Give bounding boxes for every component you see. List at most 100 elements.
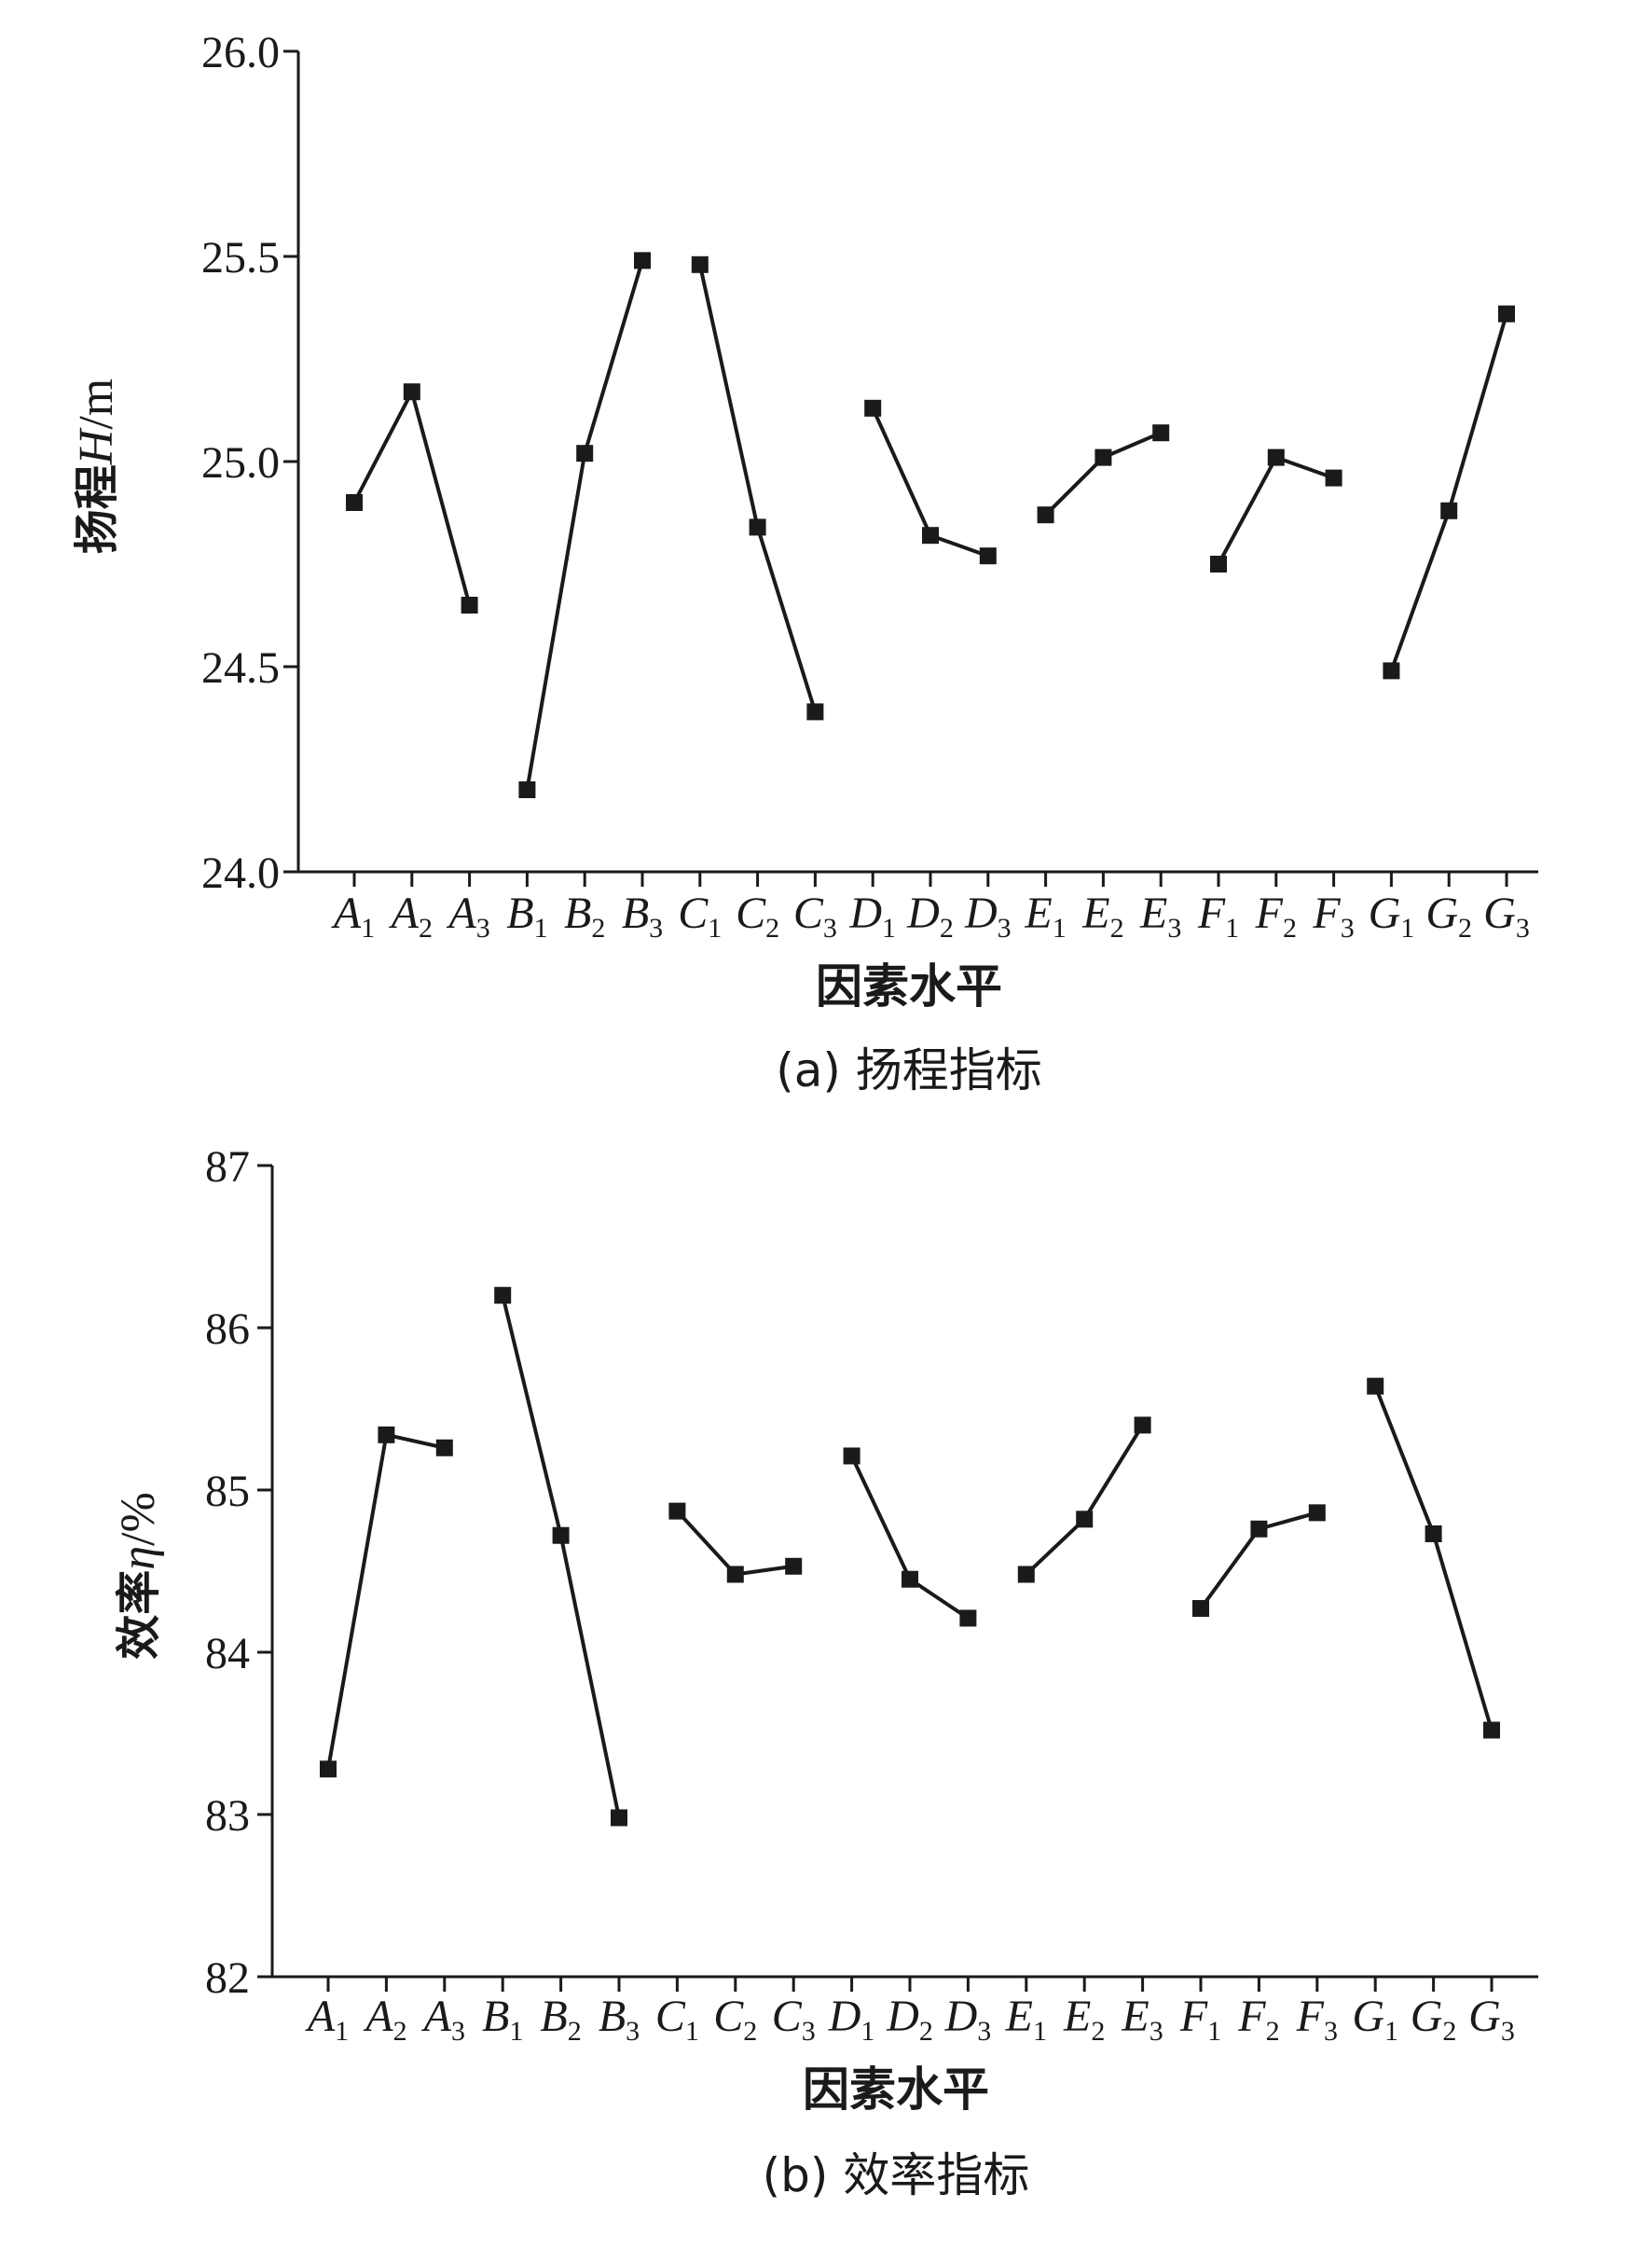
x-tick-subscript: 2: [1110, 913, 1124, 944]
x-tick-label: C3: [772, 1992, 816, 2047]
x-tick-letter: D: [944, 1992, 978, 2041]
data-point-a3: [461, 597, 478, 614]
x-tick-label: G2: [1425, 889, 1472, 944]
x-tick-letter: G: [1425, 889, 1458, 938]
x-tick-label: B2: [540, 1992, 581, 2047]
data-point-d1: [843, 1447, 860, 1465]
x-tick-letter: E: [1024, 889, 1052, 938]
x-tick-subscript: 3: [1150, 2016, 1163, 2047]
data-point-c2: [726, 1566, 744, 1583]
data-point-e1: [1017, 1566, 1035, 1583]
x-tick-subscript: 2: [568, 2016, 582, 2047]
data-point-b2: [576, 445, 594, 462]
x-tick-label: D3: [944, 1992, 992, 2047]
x-tick-subscript: 3: [476, 913, 490, 944]
y-axis-label: 效率η/%: [112, 1492, 165, 1660]
x-tick-letter: C: [655, 1992, 686, 2041]
data-point-e1: [1037, 506, 1054, 524]
x-tick-subscript: 1: [1053, 913, 1067, 944]
data-point-g3: [1498, 305, 1515, 323]
data-point-b2: [552, 1526, 570, 1544]
y-axis-label: 扬程H/m: [70, 379, 123, 554]
x-tick-letter: E: [1005, 1992, 1033, 2041]
x-tick-letter: B: [622, 889, 649, 938]
y-tick-label: 25.0: [201, 438, 280, 488]
x-tick-letter: F: [1179, 1992, 1208, 2041]
figure-caption: (a) 扬程指标: [776, 1043, 1042, 1097]
x-tick-letter: D: [848, 889, 882, 938]
x-tick-label: E2: [1081, 889, 1123, 944]
x-tick-subscript: 2: [1091, 2016, 1105, 2047]
x-tick-label: E1: [1005, 1992, 1047, 2047]
x-tick-letter: A: [363, 1992, 393, 2041]
x-tick-label: F3: [1312, 889, 1354, 944]
x-tick-letter: C: [678, 889, 709, 938]
x-tick-subscript: 3: [451, 2016, 465, 2047]
x-tick-label: A2: [363, 1992, 406, 2047]
x-tick-subscript: 1: [882, 913, 896, 944]
x-tick-letter: E: [1139, 889, 1167, 938]
x-tick-label: C3: [793, 889, 837, 944]
data-point-f1: [1210, 556, 1227, 573]
x-tick-letter: F: [1237, 1992, 1266, 2041]
x-tick-subscript: 2: [1266, 2016, 1280, 2047]
data-point-d1: [864, 399, 882, 417]
x-tick-label: F3: [1296, 1992, 1338, 2047]
x-tick-label: A3: [446, 889, 489, 944]
x-tick-letter: F: [1296, 1992, 1325, 2041]
x-tick-label: D3: [964, 889, 1012, 944]
x-tick-letter: G: [1411, 1992, 1443, 2041]
x-tick-label: C1: [678, 889, 722, 944]
x-tick-label: F1: [1197, 889, 1239, 944]
data-point-f1: [1192, 1600, 1209, 1618]
x-tick-letter: B: [506, 889, 533, 938]
data-point-b3: [611, 1809, 627, 1827]
x-tick-label: E3: [1139, 889, 1181, 944]
x-tick-label: C2: [736, 889, 779, 944]
x-tick-label: E3: [1121, 1992, 1163, 2047]
y-tick-label: 24.0: [201, 849, 280, 898]
x-tick-subscript: 1: [1384, 2016, 1398, 2047]
x-tick-subscript: 2: [940, 913, 954, 944]
x-tick-label: G2: [1411, 1992, 1457, 2047]
x-tick-label: B3: [599, 1992, 640, 2047]
x-tick-subscript: 3: [1324, 2016, 1338, 2047]
x-tick-subscript: 2: [1283, 913, 1297, 944]
x-tick-subscript: 3: [823, 913, 837, 944]
data-point-a2: [403, 383, 420, 401]
x-tick-label: D1: [848, 889, 896, 944]
x-tick-letter: A: [389, 889, 420, 938]
x-tick-subscript: 3: [802, 2016, 816, 2047]
x-tick-letter: D: [886, 1992, 919, 2041]
chart-panel-a: 24.024.525.025.526.0A1 A2 A3 B1 B2 B3 C1 C2 C3 D1…: [70, 28, 1538, 1097]
data-point-d2: [922, 527, 939, 545]
data-point-e3: [1152, 424, 1170, 442]
x-tick-letter: E: [1081, 889, 1109, 938]
y-tick-label: 87: [205, 1142, 250, 1192]
x-tick-subscript: 1: [1033, 2016, 1047, 2047]
x-tick-letter: A: [331, 889, 362, 938]
x-tick-subscript: 1: [860, 2016, 874, 2047]
y-tick-label: 26.0: [201, 28, 280, 77]
x-tick-label: B1: [506, 889, 547, 944]
x-tick-subscript: 3: [1167, 913, 1181, 944]
x-tick-label: D2: [906, 889, 954, 944]
data-point-g2: [1425, 1525, 1442, 1542]
data-point-f3: [1308, 1504, 1326, 1522]
x-tick-label: D1: [828, 1992, 875, 2047]
x-tick-label: E1: [1024, 889, 1066, 944]
data-point-g3: [1483, 1721, 1500, 1739]
x-tick-letter: F: [1312, 889, 1341, 938]
x-tick-subscript: 1: [1225, 913, 1239, 944]
y-tick-label: 85: [205, 1467, 250, 1516]
figure-caption: (b) 效率指标: [763, 2148, 1030, 2202]
data-point-g2: [1440, 502, 1458, 519]
x-tick-subscript: 2: [1442, 2016, 1456, 2047]
x-tick-label: F2: [1255, 889, 1297, 944]
data-point-e3: [1134, 1416, 1151, 1434]
x-tick-label: A3: [421, 1992, 465, 2047]
x-tick-label: F1: [1179, 1992, 1221, 2047]
data-point-f2: [1267, 448, 1285, 466]
